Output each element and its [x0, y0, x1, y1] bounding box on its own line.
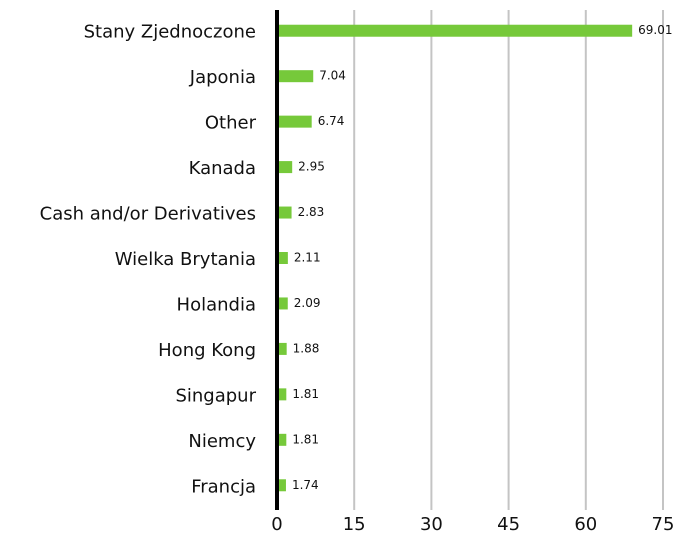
bar — [277, 479, 286, 492]
bar — [277, 115, 312, 128]
data-label: 7.04 — [319, 69, 346, 83]
bar — [277, 297, 288, 310]
data-label: 2.83 — [298, 205, 325, 219]
y-tick-label: Wielka Brytania — [115, 249, 256, 270]
y-tick-label: Stany Zjednoczone — [84, 22, 256, 43]
bar — [277, 342, 287, 355]
data-label: 2.11 — [294, 251, 321, 265]
data-label: 2.09 — [294, 296, 321, 310]
data-label: 1.88 — [293, 341, 320, 355]
y-tick-label: Francja — [191, 476, 256, 497]
bar — [277, 24, 633, 37]
bar — [277, 70, 314, 83]
x-tick-label: 30 — [420, 514, 443, 534]
y-tick-label: Singapur — [175, 385, 256, 406]
data-label: 6.74 — [318, 114, 345, 128]
bar — [277, 206, 292, 219]
y-tick-label: Holandia — [177, 294, 256, 315]
data-label: 1.74 — [292, 478, 319, 492]
data-label: 2.95 — [298, 160, 325, 174]
x-tick-label: 75 — [652, 514, 675, 534]
y-tick-label: Cash and/or Derivatives — [40, 204, 256, 225]
x-tick-label: 0 — [271, 514, 282, 534]
data-label: 69.01 — [638, 23, 672, 37]
data-label: 1.81 — [292, 432, 319, 446]
x-tick-label: 45 — [497, 514, 520, 534]
y-tick-label: Kanada — [189, 158, 256, 179]
bar — [277, 388, 287, 401]
bar — [277, 252, 288, 264]
y-tick-label: Japonia — [189, 67, 256, 88]
y-tick-label: Other — [205, 113, 257, 134]
y-tick-label: Niemcy — [188, 431, 256, 452]
x-tick-label: 60 — [574, 514, 597, 534]
bar — [277, 161, 293, 174]
bar — [277, 433, 287, 446]
x-tick-label: 15 — [343, 514, 366, 534]
y-tick-label: Hong Kong — [158, 340, 256, 361]
data-label: 1.81 — [292, 387, 319, 401]
